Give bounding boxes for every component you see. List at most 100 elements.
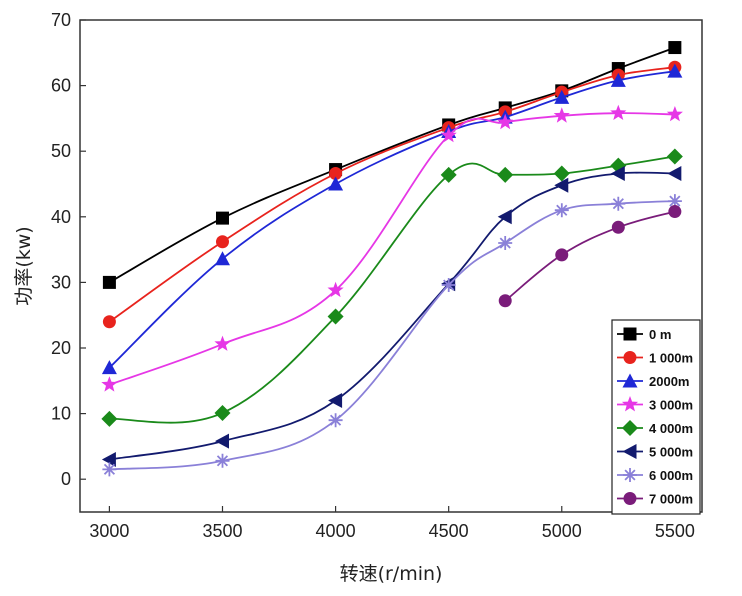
data-point bbox=[329, 167, 343, 181]
data-point bbox=[666, 106, 683, 122]
data-point bbox=[553, 107, 570, 123]
series-line bbox=[108, 70, 676, 369]
y-axis-title: 功率(kw) bbox=[13, 226, 35, 305]
legend-marker bbox=[622, 373, 638, 388]
x-tick-label: 3000 bbox=[89, 521, 129, 541]
data-point bbox=[497, 113, 514, 130]
legend-entry: 3 000m bbox=[617, 396, 693, 413]
data-point bbox=[328, 176, 344, 191]
y-tick-label: 30 bbox=[51, 272, 71, 292]
series-2 bbox=[101, 63, 683, 375]
y-tick-label: 0 bbox=[61, 469, 71, 489]
legend-entry: 7 000m bbox=[617, 492, 693, 507]
data-point bbox=[498, 236, 513, 250]
data-point bbox=[215, 211, 229, 225]
legend-marker bbox=[623, 492, 637, 505]
x-tick-label: 5500 bbox=[655, 521, 695, 541]
data-point bbox=[440, 127, 457, 143]
data-point bbox=[497, 166, 514, 183]
legend-entry: 5 000m bbox=[617, 444, 693, 460]
series-0 bbox=[102, 41, 682, 289]
legend-entry: 4 000m bbox=[617, 420, 693, 436]
legend-marker bbox=[623, 351, 637, 364]
data-point bbox=[611, 196, 626, 211]
data-point bbox=[666, 148, 683, 165]
data-point bbox=[554, 177, 569, 193]
series-3 bbox=[101, 104, 683, 392]
x-tick-label: 4000 bbox=[316, 521, 356, 541]
legend-label: 3 000m bbox=[649, 398, 693, 413]
data-point bbox=[667, 194, 682, 209]
legend-label: 6 000m bbox=[649, 468, 693, 483]
data-point bbox=[101, 410, 118, 427]
data-point bbox=[610, 104, 627, 120]
data-point bbox=[610, 166, 625, 182]
data-point bbox=[214, 404, 231, 421]
y-tick-label: 20 bbox=[51, 338, 71, 358]
x-axis-title: 转速(r/min) bbox=[340, 563, 443, 585]
legend-label: 4 000m bbox=[649, 421, 693, 436]
series-line bbox=[109, 155, 676, 424]
data-point bbox=[610, 72, 626, 87]
legend-entry: 1 000m bbox=[617, 351, 693, 366]
data-point bbox=[327, 308, 344, 325]
legend-entry: 6 000m bbox=[617, 468, 693, 483]
legend-marker bbox=[623, 468, 637, 482]
data-point bbox=[555, 248, 569, 262]
legend-label: 5 000m bbox=[649, 445, 693, 460]
data-point bbox=[553, 165, 570, 182]
data-point bbox=[667, 166, 682, 182]
data-point bbox=[101, 452, 116, 468]
legend-label: 0 m bbox=[649, 327, 671, 342]
data-point bbox=[102, 315, 116, 329]
legend-marker bbox=[622, 420, 638, 436]
data-point bbox=[327, 281, 344, 298]
data-point bbox=[214, 251, 230, 266]
data-point bbox=[102, 462, 117, 477]
data-point bbox=[441, 278, 456, 292]
legend-entry: 0 m bbox=[617, 327, 671, 342]
data-point bbox=[102, 275, 116, 289]
data-point bbox=[668, 205, 682, 219]
series-layer bbox=[101, 41, 683, 477]
legend-box bbox=[611, 319, 701, 515]
data-point bbox=[101, 360, 117, 375]
series-line bbox=[109, 112, 675, 386]
y-tick-label: 40 bbox=[51, 207, 71, 227]
data-point bbox=[101, 376, 118, 392]
x-tick-label: 4500 bbox=[429, 521, 469, 541]
data-point bbox=[668, 41, 682, 55]
legend-label: 2000m bbox=[649, 374, 689, 389]
legend: 0 m 1 000m 2000m 3 000m 4 000m 5 000m 6 000m 7 … bbox=[611, 319, 701, 515]
series-line bbox=[504, 210, 676, 302]
y-tick-label: 60 bbox=[51, 76, 71, 96]
series-7 bbox=[498, 205, 682, 308]
data-point bbox=[611, 220, 625, 234]
series-6 bbox=[102, 194, 682, 477]
series-4 bbox=[101, 148, 683, 427]
data-point bbox=[215, 453, 230, 468]
data-point bbox=[497, 209, 512, 225]
data-point bbox=[554, 203, 569, 218]
series-line bbox=[109, 200, 675, 471]
axis-ticks: 3000 3500 4000 4500 5000 5500 0 10 20 30 40 50 60 70 bbox=[51, 10, 695, 541]
legend-marker bbox=[622, 444, 637, 459]
data-point bbox=[214, 433, 229, 449]
x-tick-label: 5000 bbox=[542, 521, 582, 541]
y-tick-label: 50 bbox=[51, 141, 71, 161]
x-tick-label: 3500 bbox=[202, 521, 242, 541]
data-point bbox=[214, 335, 231, 351]
legend-marker bbox=[621, 396, 639, 412]
data-point bbox=[667, 63, 683, 78]
data-point bbox=[498, 294, 512, 308]
data-point bbox=[554, 89, 570, 104]
legend-label: 1 000m bbox=[649, 351, 693, 366]
plot-frame bbox=[79, 19, 703, 513]
data-point bbox=[440, 166, 457, 183]
data-point bbox=[328, 413, 343, 428]
y-tick-label: 10 bbox=[51, 404, 71, 424]
legend-entry: 2000m bbox=[617, 373, 689, 389]
data-point bbox=[215, 235, 229, 249]
legend-label: 7 000m bbox=[649, 492, 693, 507]
